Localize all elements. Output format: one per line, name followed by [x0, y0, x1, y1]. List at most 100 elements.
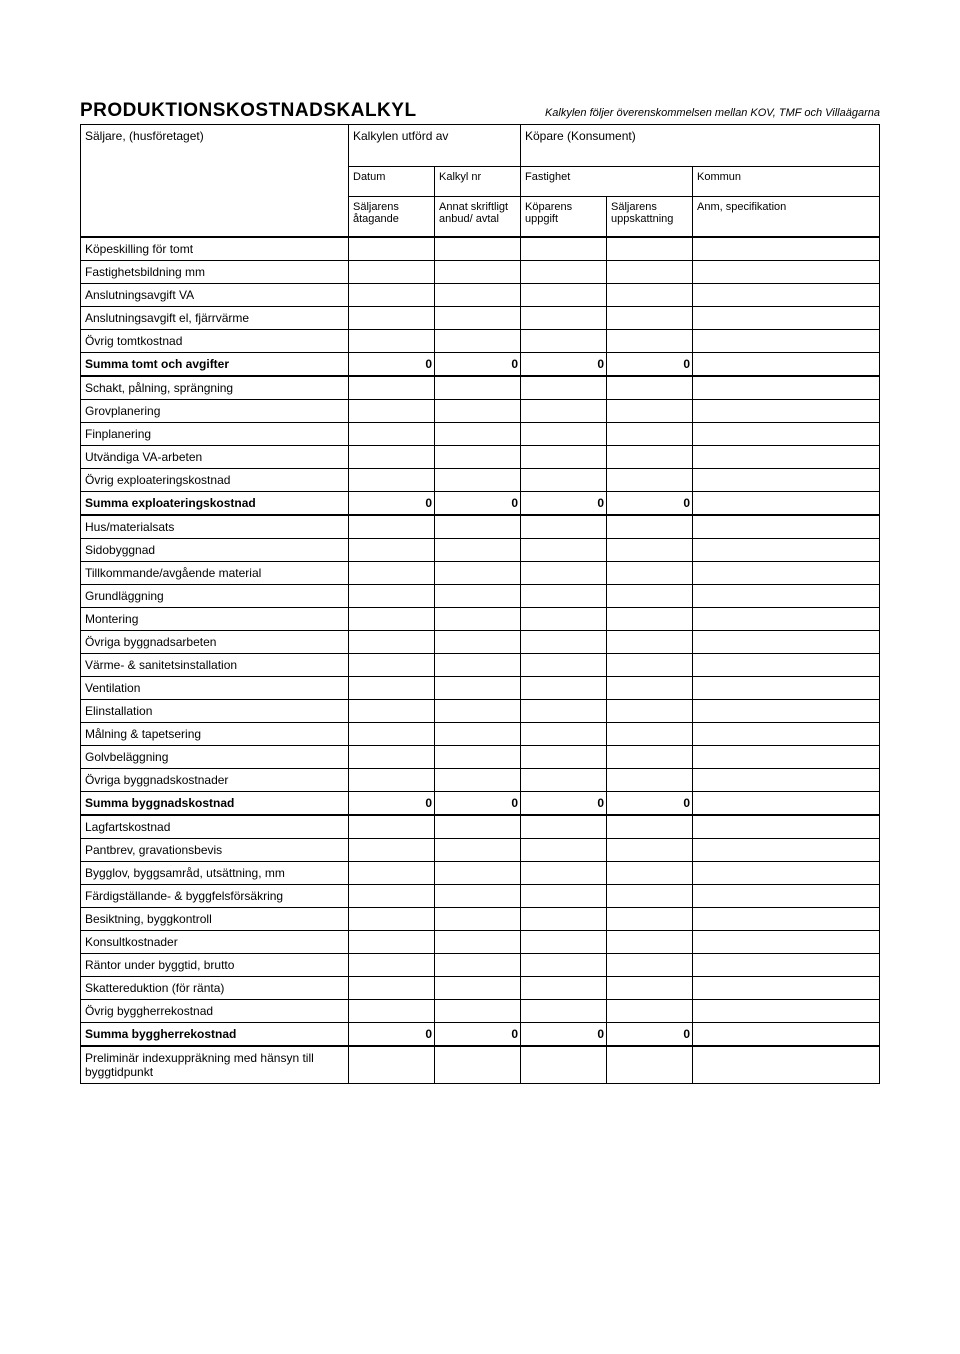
page-title: PRODUKTIONSKOSTNADSKALKYL — [80, 100, 417, 122]
cell — [435, 907, 521, 930]
cell — [435, 306, 521, 329]
cell — [693, 722, 880, 745]
row-label: Grundläggning — [81, 584, 349, 607]
cell — [693, 584, 880, 607]
cell — [607, 468, 693, 491]
table-row: Skattereduktion (för ränta) — [81, 976, 880, 999]
sum-cell: 0 — [349, 491, 435, 515]
cell — [349, 607, 435, 630]
cell — [349, 283, 435, 306]
cell — [693, 538, 880, 561]
cell — [693, 815, 880, 839]
sum-cell: 0 — [521, 352, 607, 376]
cell — [693, 260, 880, 283]
cell — [521, 515, 607, 539]
table-row: Besiktning, byggkontroll — [81, 907, 880, 930]
hdr-municipality: Kommun — [693, 167, 880, 197]
cell — [349, 1046, 435, 1084]
table-row: Köpeskilling för tomt — [81, 237, 880, 261]
cell — [349, 237, 435, 261]
cell — [693, 745, 880, 768]
row-label: Montering — [81, 607, 349, 630]
cell — [607, 584, 693, 607]
row-label: Schakt, pålning, sprängning — [81, 376, 349, 400]
cell — [521, 653, 607, 676]
table-row: Golvbeläggning — [81, 745, 880, 768]
row-label: Grovplanering — [81, 399, 349, 422]
cell — [607, 283, 693, 306]
cell — [435, 884, 521, 907]
cell — [607, 676, 693, 699]
cell — [607, 561, 693, 584]
table-row: Schakt, pålning, sprängning — [81, 376, 880, 400]
cell — [349, 930, 435, 953]
row-label: Utvändiga VA-arbeten — [81, 445, 349, 468]
final-label: Preliminär indexuppräkning med hänsyn ti… — [81, 1046, 349, 1084]
cell — [349, 745, 435, 768]
cell — [349, 561, 435, 584]
cell — [435, 260, 521, 283]
cell — [521, 329, 607, 352]
cell — [349, 976, 435, 999]
cell — [607, 399, 693, 422]
cell — [349, 676, 435, 699]
cell — [607, 329, 693, 352]
cell — [693, 838, 880, 861]
table-row: Målning & tapetsering — [81, 722, 880, 745]
cell — [693, 1046, 880, 1084]
cell — [521, 376, 607, 400]
cell — [693, 376, 880, 400]
cell — [693, 861, 880, 884]
sum-cell: 0 — [607, 791, 693, 815]
cell — [607, 976, 693, 999]
cell — [349, 376, 435, 400]
hdr-col1: Säljarens åtagande — [349, 197, 435, 237]
table-row: Konsultkostnader — [81, 930, 880, 953]
sum-cell: 0 — [607, 491, 693, 515]
sum-cell: 0 — [349, 352, 435, 376]
cell — [607, 838, 693, 861]
table-row: Övrig byggherrekostnad — [81, 999, 880, 1022]
hdr-seller: Säljare, (husföretaget) — [81, 125, 349, 237]
cell — [435, 329, 521, 352]
cell — [435, 699, 521, 722]
row-label: Elinstallation — [81, 699, 349, 722]
cell — [521, 422, 607, 445]
sum-cell: 0 — [521, 791, 607, 815]
table-row: Värme- & sanitetsinstallation — [81, 653, 880, 676]
sum-cell: 0 — [435, 352, 521, 376]
table-row: Elinstallation — [81, 699, 880, 722]
cell — [693, 445, 880, 468]
cell — [435, 838, 521, 861]
cell — [693, 953, 880, 976]
sum-cell — [693, 1022, 880, 1046]
sum-cell — [693, 791, 880, 815]
cell — [693, 515, 880, 539]
cell — [521, 699, 607, 722]
cell — [521, 838, 607, 861]
cell — [435, 422, 521, 445]
cell — [435, 237, 521, 261]
row-label: Värme- & sanitetsinstallation — [81, 653, 349, 676]
cell — [607, 538, 693, 561]
cell — [349, 306, 435, 329]
cell — [349, 884, 435, 907]
cell — [607, 930, 693, 953]
cell — [607, 1046, 693, 1084]
cell — [607, 884, 693, 907]
cell — [349, 907, 435, 930]
cell — [521, 607, 607, 630]
cell — [349, 515, 435, 539]
sum-label: Summa byggherrekostnad — [81, 1022, 349, 1046]
table-row: Övriga byggnadskostnader — [81, 768, 880, 791]
cell — [521, 953, 607, 976]
row-label: Pantbrev, gravationsbevis — [81, 838, 349, 861]
sum-label: Summa exploateringskostnad — [81, 491, 349, 515]
sum-cell: 0 — [521, 1022, 607, 1046]
cell — [435, 1046, 521, 1084]
cell — [349, 838, 435, 861]
row-label: Finplanering — [81, 422, 349, 445]
cell — [349, 422, 435, 445]
row-label: Anslutningsavgift el, fjärrvärme — [81, 306, 349, 329]
cell — [435, 930, 521, 953]
